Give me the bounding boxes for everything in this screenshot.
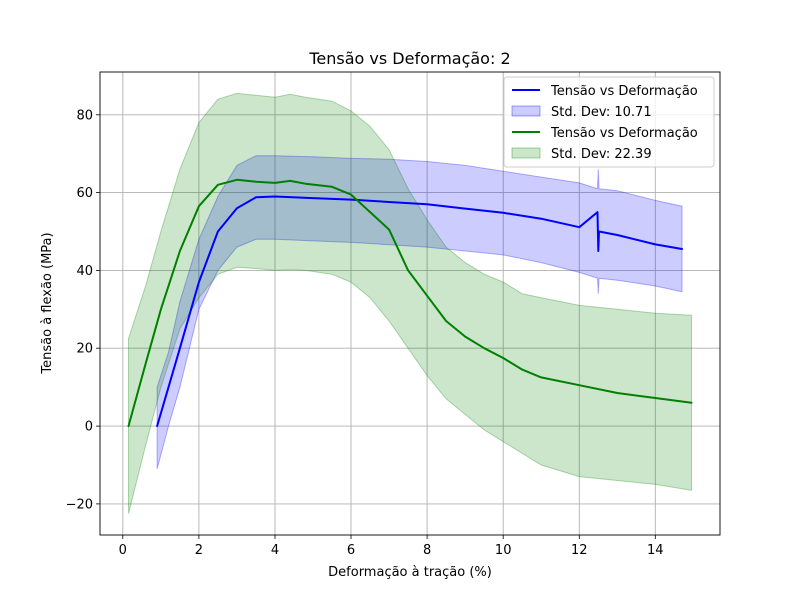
std-dev-band-2 — [128, 92, 692, 514]
y-tick-label: 60 — [76, 186, 93, 201]
std-dev-bands — [128, 92, 692, 514]
x-tick-label: 4 — [271, 543, 279, 558]
x-tick-label: 0 — [119, 543, 127, 558]
legend-label-series-1: Tensão vs Deformação — [550, 84, 698, 99]
y-axis-label: Tensão à flexão (MPa) — [40, 232, 55, 374]
x-tick-label: 8 — [423, 543, 431, 558]
y-axis-ticks: −20 0 20 40 60 80 — [66, 108, 100, 512]
y-tick-label: 80 — [76, 108, 93, 123]
y-tick-label: −20 — [66, 497, 93, 512]
legend-patch-green — [511, 147, 541, 159]
legend: Tensão vs Deformação Std. Dev: 10.71 Ten… — [503, 76, 715, 168]
legend-patch-blue — [511, 105, 541, 117]
x-tick-label: 10 — [495, 543, 512, 558]
x-tick-label: 2 — [195, 543, 203, 558]
x-tick-label: 14 — [647, 543, 664, 558]
y-tick-label: 20 — [76, 342, 93, 357]
y-tick-label: 0 — [85, 420, 93, 435]
y-tick-label: 40 — [76, 264, 93, 279]
std-dev-band-1 — [156, 155, 683, 470]
series-line-2 — [127, 178, 693, 428]
x-tick-label: 12 — [571, 543, 588, 558]
x-axis-label: Deformação à tração (%) — [328, 565, 492, 580]
chart-title: Tensão vs Deformação: 2 — [308, 49, 510, 68]
x-tick-label: 6 — [347, 543, 355, 558]
series-line-1 — [156, 195, 683, 428]
x-axis-ticks: 0 2 4 6 8 10 12 14 — [119, 535, 664, 558]
series-lines — [127, 178, 693, 428]
legend-box — [503, 76, 715, 168]
plot-frame — [99, 71, 721, 536]
legend-label-series-2: Tensão vs Deformação — [550, 126, 698, 141]
legend-label-band-2: Std. Dev: 22.39 — [551, 147, 652, 162]
legend-label-band-1: Std. Dev: 10.71 — [551, 105, 652, 120]
